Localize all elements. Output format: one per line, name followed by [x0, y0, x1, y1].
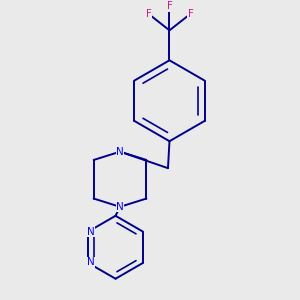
- Text: N: N: [116, 147, 124, 157]
- Text: F: F: [146, 9, 152, 19]
- Text: N: N: [87, 226, 94, 236]
- Text: F: F: [167, 2, 172, 11]
- Text: N: N: [87, 257, 94, 267]
- Text: N: N: [116, 202, 124, 212]
- Text: F: F: [188, 9, 194, 19]
